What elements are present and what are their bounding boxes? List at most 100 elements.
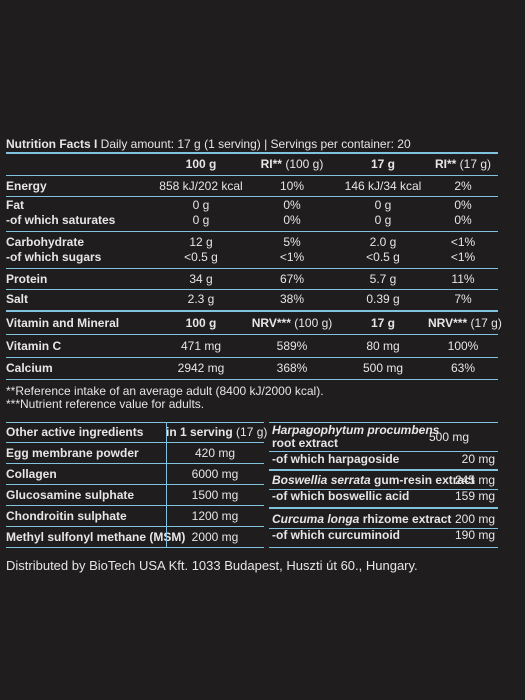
divider (6, 231, 498, 232)
divider (6, 175, 498, 176)
ingredient-label: Chondroitin sulphate (6, 509, 127, 523)
ri-17g: 0% (454, 213, 472, 227)
col-17g: 17 g (370, 316, 395, 330)
footnotes: **Reference intake of an average adult (… (6, 385, 324, 411)
table-row: -of which saturates 0 g 0% 0 g 0% (6, 213, 498, 228)
extract-sub-label: -of which curcuminoid (272, 528, 400, 542)
footnote-nrv: ***Nutrient reference value for adults. (6, 397, 205, 411)
distributor-footer: Distributed by BioTech USA Kft. 1033 Bud… (6, 558, 418, 573)
active-ingredients-table: Other active ingredients in 1 serving (1… (6, 422, 268, 548)
extract-name-italic: Boswellia serrata (272, 473, 371, 487)
row-label: -of which sugars (6, 250, 102, 264)
value-100g: 471 mg (180, 339, 222, 353)
table-row: Protein 34 g 67% 5.7 g 11% (6, 272, 498, 287)
ingredient-value: 1500 mg (191, 488, 239, 502)
table-row: Fat 0 g 0% 0 g 0% (6, 198, 498, 213)
extract-sub-label: -of which boswellic acid (272, 489, 410, 503)
value-17g: 80 mg (366, 339, 400, 353)
extract-value: 245 mg (454, 473, 495, 487)
extract-sub-value: 159 mg (454, 489, 495, 503)
nrv-100g: 368% (276, 361, 308, 375)
extract-row: Curcuma longa rhizome extract 200 mg (269, 513, 498, 527)
value-100g: 858 kJ/202 kcal (159, 179, 243, 193)
table-row: Energy 858 kJ/202 kcal 10% 146 kJ/34 kca… (6, 179, 498, 194)
table-row: -of which sugars <0.5 g <1% <0.5 g <1% (6, 250, 498, 265)
value-17g: 0 g (374, 213, 392, 227)
row-label: Energy (6, 179, 47, 193)
extract-sub-value: 190 mg (454, 528, 495, 542)
column-header: 100 g RI** (100 g) 17 g RI** (17 g) (6, 157, 498, 172)
ri-100g: 0% (283, 213, 301, 227)
value-17g: 2.0 g (369, 235, 397, 249)
divider (6, 310, 498, 312)
row-label: Vitamin and Mineral (6, 316, 120, 330)
extract-name: Boswellia serrata gum-resin extract (272, 474, 475, 487)
divider (6, 526, 264, 527)
extract-name-rest: rhizome extract (359, 512, 452, 526)
footnote-ri: **Reference intake of an average adult (… (6, 384, 324, 398)
ingredient-value: 2000 mg (191, 530, 239, 544)
row-label: Carbohydrate (6, 235, 85, 249)
value-17g: 5.7 g (369, 272, 397, 286)
ri-100g: 5% (283, 235, 301, 249)
row-label: Fat (6, 198, 24, 212)
title-bold: Nutrition Facts I (6, 137, 98, 151)
table-row: Salt 2.3 g 38% 0.39 g 7% (6, 292, 498, 307)
ingredient-value: 1200 mg (191, 509, 239, 523)
extract-value: 500 mg (428, 430, 469, 444)
row-label: Vitamin C (6, 339, 62, 353)
nutrition-title: Nutrition Facts I Daily amount: 17 g (1 … (6, 137, 411, 151)
col-100g: 100 g (185, 157, 217, 171)
divider (6, 196, 498, 197)
col-17g: 17 g (370, 157, 395, 171)
extract-name: Harpagophytum procumbens (272, 424, 439, 437)
table-row: Methyl sulfonyl methane (MSM) 2000 mg (6, 528, 264, 546)
divider (6, 334, 498, 335)
divider (6, 442, 264, 443)
divider (6, 357, 498, 358)
value-100g: <0.5 g (184, 250, 218, 264)
nrv-17g: 63% (450, 361, 476, 375)
table-row: Collagen 6000 mg (6, 465, 264, 483)
header-value: in 1 serving (17 g) (166, 425, 268, 439)
ingredient-value: 420 mg (194, 446, 236, 460)
divider (6, 268, 498, 269)
header-label: Other active ingredients (6, 425, 144, 439)
extract-row: Harpagophytum procumbens 500 mg (269, 424, 498, 444)
table-row: Carbohydrate 12 g 5% 2.0 g <1% (6, 235, 498, 250)
nrv-100g: 589% (276, 339, 308, 353)
divider (6, 463, 264, 464)
ingredient-label: Methyl sulfonyl methane (MSM) (6, 530, 186, 544)
extracts-table: Harpagophytum procumbens 500 mg root ext… (269, 422, 498, 548)
col-ri17: RI** (17 g) (434, 157, 492, 171)
value-100g: 2.3 g (187, 292, 215, 306)
ri-17g: <1% (450, 250, 476, 264)
ri-100g: 0% (283, 198, 301, 212)
extract-sub-value: 20 mg (461, 452, 495, 466)
extract-name-italic: Curcuma longa (272, 512, 360, 526)
divider (269, 507, 498, 509)
extract-name: Curcuma longa rhizome extract (272, 513, 451, 526)
value-100g: 12 g (189, 235, 213, 249)
value-17g: 146 kJ/34 kcal (344, 179, 422, 193)
extract-name-rest: root extract (272, 436, 339, 450)
value-17g: <0.5 g (366, 250, 400, 264)
table-header: Other active ingredients in 1 serving (1… (6, 423, 268, 441)
extract-value: 200 mg (454, 512, 495, 526)
nrv-17g: 100% (447, 339, 479, 353)
table-row: Chondroitin sulphate 1200 mg (6, 507, 264, 525)
row-label: -of which saturates (6, 213, 116, 227)
value-17g: 0 g (374, 198, 392, 212)
ri-17g: 11% (451, 272, 475, 286)
divider (6, 484, 264, 485)
col-nrv17: NRV*** (17 g) (428, 316, 502, 330)
ingredient-label: Egg membrane powder (6, 446, 139, 460)
divider (6, 422, 264, 423)
col-100g: 100 g (185, 316, 217, 330)
column-divider (166, 422, 167, 548)
vitamin-header: Vitamin and Mineral 100 g NRV*** (100 g)… (6, 316, 502, 331)
divider (269, 489, 498, 490)
value-17g: 500 mg (362, 361, 404, 375)
divider (6, 505, 264, 506)
value-17g: 0.39 g (366, 292, 400, 306)
